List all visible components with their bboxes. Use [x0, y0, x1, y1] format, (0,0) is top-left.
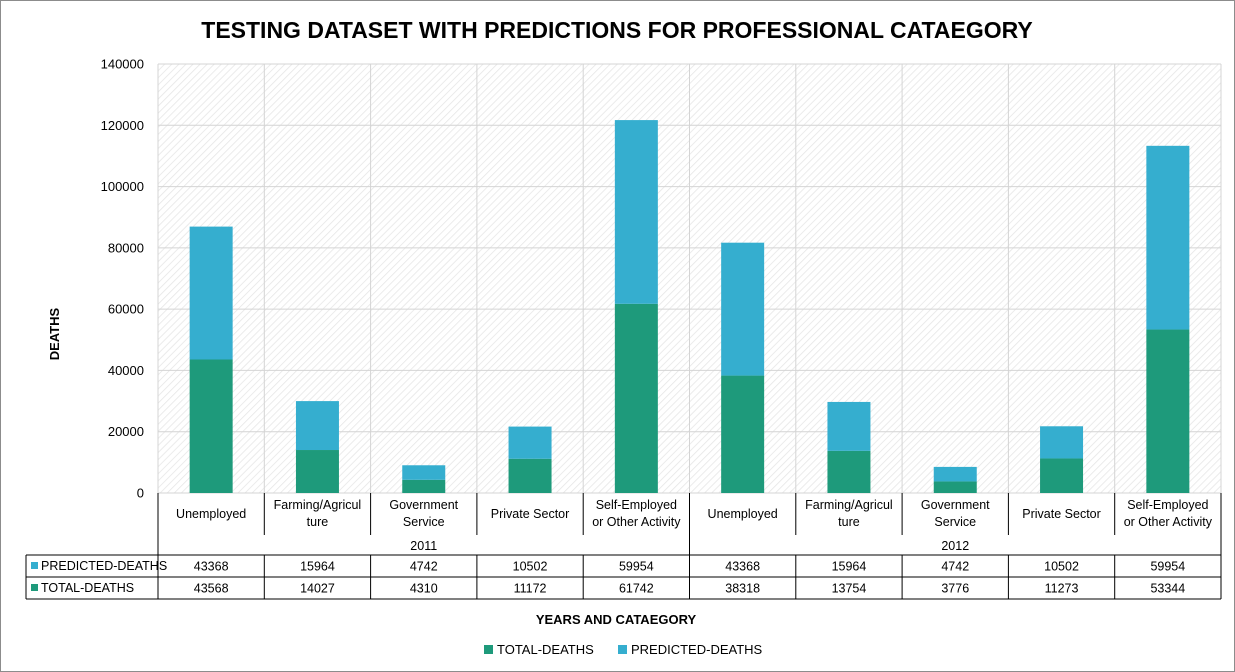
y-tick-label: 0	[137, 486, 144, 501]
bar-total-deaths	[508, 458, 552, 493]
x-category-label: Service	[403, 515, 445, 529]
x-category-label: Private Sector	[1022, 507, 1101, 521]
bar-total-deaths	[721, 375, 765, 493]
bar-total-deaths	[1146, 329, 1190, 493]
table-cell-value: 14027	[300, 582, 335, 596]
table-legend-key	[31, 584, 38, 591]
table-cell-value: 15964	[300, 560, 335, 574]
x-category-label: Government	[921, 498, 990, 512]
table-legend-key	[31, 562, 38, 569]
x-axis-title: YEARS AND CATAEGORY	[536, 612, 697, 627]
legend-swatch	[484, 645, 493, 654]
x-category-label: ture	[307, 515, 329, 529]
table-cell-value: 59954	[619, 560, 654, 574]
table-cell-value: 10502	[1044, 560, 1079, 574]
y-tick-label: 140000	[101, 57, 144, 72]
table-cell-value: 3776	[941, 582, 969, 596]
x-category-label: Farming/Agricul	[274, 498, 362, 512]
table-cell-value: 4742	[410, 560, 438, 574]
table-cell-value: 4310	[410, 582, 438, 596]
x-category-label: Unemployed	[176, 507, 246, 521]
table-cell-value: 43368	[194, 560, 229, 574]
y-tick-label: 80000	[108, 240, 144, 255]
bar-total-deaths	[827, 450, 871, 493]
y-tick-label: 120000	[101, 118, 144, 133]
x-category-label: or Other Activity	[592, 515, 681, 529]
table-cell-value: 11273	[1045, 582, 1079, 596]
x-category-label: Service	[934, 515, 976, 529]
table-cell-value: 13754	[832, 582, 867, 596]
bar-total-deaths	[189, 359, 233, 493]
bar-predicted-deaths	[295, 401, 339, 451]
chart-title: TESTING DATASET WITH PREDICTIONS FOR PRO…	[201, 17, 1032, 43]
table-cell-value: 4742	[941, 560, 969, 574]
x-category-label: or Other Activity	[1124, 515, 1213, 529]
table-cell-value: 38318	[725, 582, 760, 596]
x-category-label: Private Sector	[491, 507, 570, 521]
table-cell-value: 15964	[832, 560, 867, 574]
bar-predicted-deaths	[827, 401, 871, 451]
bar-total-deaths	[402, 479, 446, 493]
x-category-label: Government	[389, 498, 458, 512]
legend-label: TOTAL-DEATHS	[497, 642, 594, 657]
bar-predicted-deaths	[721, 242, 765, 376]
table-cell-value: 11172	[514, 582, 547, 596]
table-cell-value: 43368	[725, 560, 760, 574]
y-axis-title: DEATHS	[47, 307, 62, 360]
table-cell-value: 59954	[1150, 560, 1185, 574]
bar-predicted-deaths	[614, 120, 658, 304]
x-group-label: 2012	[941, 539, 969, 553]
table-series-label: TOTAL-DEATHS	[41, 581, 134, 595]
bar-total-deaths	[1040, 458, 1084, 493]
legend-label: PREDICTED-DEATHS	[631, 642, 763, 657]
x-category-label: ture	[838, 515, 860, 529]
table-cell-value: 53344	[1150, 582, 1185, 596]
bar-predicted-deaths	[1040, 426, 1084, 459]
table-cell-value: 10502	[513, 560, 548, 574]
table-cell-value: 61742	[619, 582, 654, 596]
x-category-label: Self-Employed	[1127, 498, 1208, 512]
table-series-label: PREDICTED-DEATHS	[41, 559, 167, 573]
bar-predicted-deaths	[508, 426, 552, 459]
y-tick-label: 40000	[108, 363, 144, 378]
y-tick-label: 20000	[108, 424, 144, 439]
table-cell-value: 43568	[194, 582, 229, 596]
bar-predicted-deaths	[189, 226, 233, 360]
y-tick-label: 60000	[108, 302, 144, 317]
bar-total-deaths	[295, 450, 339, 493]
bar-total-deaths	[933, 481, 977, 493]
legend-swatch	[618, 645, 627, 654]
x-category-label: Farming/Agricul	[805, 498, 893, 512]
x-group-label: 2011	[410, 539, 437, 553]
x-category-label: Self-Employed	[596, 498, 677, 512]
bar-predicted-deaths	[933, 466, 977, 482]
bar-predicted-deaths	[1146, 145, 1190, 330]
x-category-label: Unemployed	[708, 507, 778, 521]
bar-predicted-deaths	[402, 465, 446, 480]
bar-total-deaths	[614, 303, 658, 493]
y-tick-label: 100000	[101, 179, 144, 194]
